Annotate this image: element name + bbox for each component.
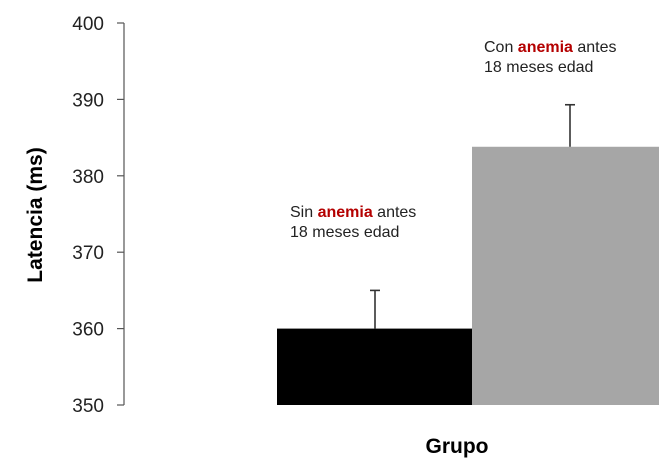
bar-1 [277, 328, 472, 405]
x-axis-title: Grupo [426, 435, 489, 458]
y-axis-title: Latencia (ms) [24, 147, 47, 282]
annotation-1-line-2: 18 meses edad [290, 224, 399, 241]
y-tick-label: 350 [72, 396, 104, 417]
annotation-text: antes [573, 39, 617, 56]
annotation-text: Sin [290, 204, 318, 221]
y-tick-label: 360 [72, 320, 104, 341]
annotation-2-line-1: Con anemia antes [484, 39, 617, 56]
y-tick-label: 400 [72, 14, 104, 35]
annotation-highlight: anemia [518, 39, 573, 56]
annotation-text: antes [373, 204, 417, 221]
bar-2 [472, 146, 659, 405]
y-tick-label: 370 [72, 243, 104, 264]
bars [277, 103, 659, 405]
y-tick-label: 380 [72, 167, 104, 188]
annotations: Sin anemia antes 18 meses edad Con anemia … [290, 39, 617, 241]
y-axis: 350 360 370 380 390 400 [72, 14, 125, 417]
annotation-highlight: anemia [318, 204, 373, 221]
annotation-2-line-2: 18 meses edad [484, 59, 593, 76]
annotation-text: Con [484, 39, 518, 56]
y-tick-label: 390 [72, 90, 104, 111]
annotation-1-line-1: Sin anemia antes [290, 204, 416, 221]
